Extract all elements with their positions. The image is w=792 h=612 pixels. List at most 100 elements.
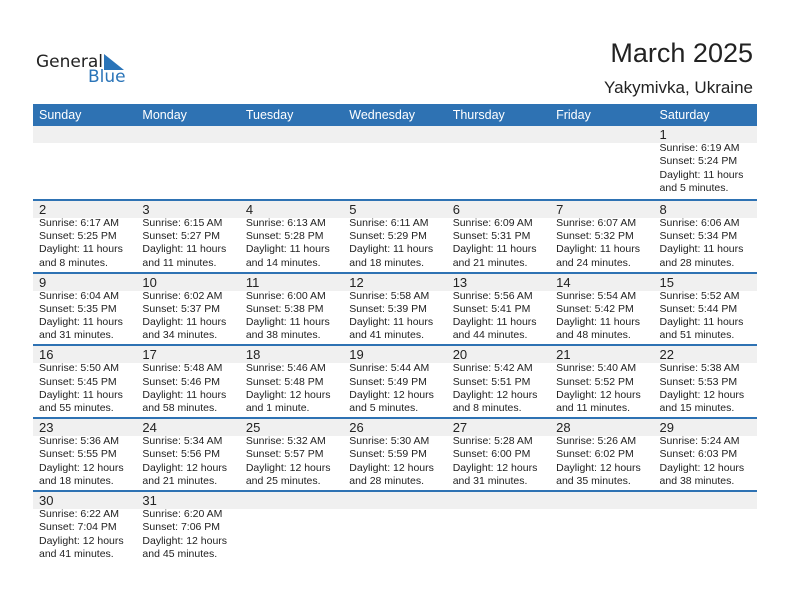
daylight-minutes-text: and 48 minutes. [556,329,631,342]
sunrise-text: Sunrise: 6:19 AM [659,142,740,154]
daylight-text: Daylight: 11 hours [452,316,537,329]
day-cell: 16 Sunrise: 5:50 AM Sunset: 5:45 PM Dayligh… [33,346,136,417]
daylight-minutes-text: and 25 minutes. [245,475,321,488]
sunset-text: Sunset: 5:39 PM [349,302,427,315]
day-cell: 9 Sunrise: 6:04 AM Sunset: 5:35 PM Daylight… [33,274,136,345]
day-cell: 8 Sunrise: 6:06 AM Sunset: 5:34 PM Daylight… [654,201,757,272]
day-cell: 17 Sunrise: 5:48 AM Sunset: 5:46 PM Dayligh… [136,346,239,417]
daylight-minutes-text: and 51 minutes. [659,329,735,342]
day-number: 13 [452,274,468,290]
daylight-text: Daylight: 11 hours [142,388,227,401]
sunset-text: Sunset: 6:02 PM [556,448,634,461]
sunrise-text: Sunrise: 6:06 AM [659,216,740,229]
day-cell: 25 Sunrise: 5:32 AM Sunset: 5:57 PM Dayligh… [240,419,343,490]
daylight-minutes-text: and 35 minutes. [556,475,631,488]
daylight-text: Daylight: 12 hours [349,461,434,474]
daylight-text: Daylight: 11 hours [349,243,434,256]
sunset-text: Sunset: 6:03 PM [659,448,738,461]
sunset-text: Sunset: 5:34 PM [659,230,738,243]
date-band [33,126,757,143]
daylight-text: Daylight: 12 hours [39,534,124,547]
daylight-text: Daylight: 11 hours [142,243,227,256]
daylight-text: Daylight: 12 hours [452,388,538,401]
day-cell: 12 Sunrise: 5:58 AM Sunset: 5:39 PM Dayligh… [343,274,446,345]
day-number: 14 [556,274,571,290]
day-number: 10 [142,274,157,290]
daylight-text: Daylight: 11 hours [659,168,744,181]
empty-cell [447,492,550,563]
daylight-minutes-text: and 5 minutes. [349,402,419,415]
sunset-text: Sunset: 7:06 PM [142,521,221,534]
day-cell: 30 Sunrise: 6:22 AM Sunset: 7:04 PM Dayligh… [33,492,136,563]
daylight-minutes-text: and 58 minutes. [142,402,218,415]
daylight-minutes-text: and 44 minutes. [452,329,528,342]
daylight-text: Daylight: 12 hours [39,461,124,474]
day-cell: 11 Sunrise: 6:00 AM Sunset: 5:38 PM Dayligh… [240,274,343,345]
daylight-text: Daylight: 11 hours [556,316,640,329]
sunset-text: Sunset: 5:51 PM [452,375,531,388]
daylight-minutes-text: and 18 minutes. [39,475,114,488]
day-cell: 22 Sunrise: 5:38 AM Sunset: 5:53 PM Dayligh… [654,346,757,417]
day-cell: 19 Sunrise: 5:44 AM Sunset: 5:49 PM Dayligh… [343,346,446,417]
week-row: 30 Sunrise: 6:22 AM Sunset: 7:04 PM Dayligh… [33,489,757,563]
day-cell: 29 Sunrise: 5:24 AM Sunset: 6:03 PM Dayligh… [654,419,757,490]
day-cell: 23 Sunrise: 5:36 AM Sunset: 5:55 PM Dayligh… [33,419,136,490]
sunrise-text: Sunrise: 5:54 AM [556,289,637,302]
sunset-text: Sunset: 5:44 PM [659,302,738,315]
sunset-text: Sunset: 5:41 PM [452,302,531,315]
daylight-text: Daylight: 12 hours [142,461,228,474]
sunrise-text: Sunrise: 6:22 AM [39,507,119,520]
day-number: 26 [349,420,364,436]
sunset-text: Sunset: 5:55 PM [39,448,117,461]
daylight-minutes-text: and 21 minutes. [452,256,528,269]
day-number: 7 [556,201,564,217]
day-cell: 31 Sunrise: 6:20 AM Sunset: 7:06 PM Dayligh… [136,492,239,563]
calendar: Sunday Monday Tuesday Wednesday Thursday Frid… [33,104,757,563]
day-number: 25 [245,420,261,436]
daylight-text: Daylight: 11 hours [39,388,123,401]
daylight-text: Daylight: 12 hours [452,461,538,474]
daylight-minutes-text: and 28 minutes. [349,475,424,488]
empty-cell [447,126,550,199]
day-number: 18 [245,347,261,363]
sunset-text: Sunset: 5:24 PM [659,155,738,168]
daylight-minutes-text: and 8 minutes. [39,256,108,269]
weekday-tuesday: Tuesday [245,108,294,122]
daylight-text: Daylight: 12 hours [659,461,745,474]
logo-text-general: General [36,52,103,72]
logo-triangle-icon [104,54,124,70]
daylight-minutes-text: and 38 minutes. [245,329,321,342]
sunrise-text: Sunrise: 5:58 AM [349,289,430,302]
daylight-minutes-text: and 41 minutes. [349,329,424,342]
daylight-minutes-text: and 21 minutes. [142,475,218,488]
day-cell: 5 Sunrise: 6:11 AM Sunset: 5:29 PM Daylight… [343,201,446,272]
daylight-minutes-text: and 24 minutes. [556,256,631,269]
sunset-text: Sunset: 5:59 PM [349,448,427,461]
day-number: 3 [142,201,150,217]
week-row: 1 Sunrise: 6:19 AM Sunset: 5:24 PM Daylight… [33,126,757,199]
day-number: 11 [245,274,260,290]
sunrise-text: Sunrise: 5:42 AM [452,362,533,375]
day-number: 30 [39,492,54,508]
day-cell: 6 Sunrise: 6:09 AM Sunset: 5:31 PM Daylight… [447,201,550,272]
empty-cell [550,492,653,563]
sunrise-text: Sunrise: 6:00 AM [245,289,326,302]
daylight-text: Daylight: 12 hours [349,388,434,401]
daylight-text: Daylight: 11 hours [39,243,123,256]
day-number: 21 [556,347,571,363]
day-number: 16 [39,347,54,363]
day-cell: 3 Sunrise: 6:15 AM Sunset: 5:27 PM Daylight… [136,201,239,272]
sunrise-text: Sunrise: 6:09 AM [452,216,533,229]
day-cell: 2 Sunrise: 6:17 AM Sunset: 5:25 PM Daylight… [33,201,136,272]
sunset-text: Sunset: 5:56 PM [142,448,221,461]
sunset-text: Sunset: 5:31 PM [452,230,531,243]
sunset-text: Sunset: 5:42 PM [556,302,634,315]
sunrise-text: Sunrise: 6:04 AM [39,289,119,302]
sunrise-text: Sunrise: 5:44 AM [349,362,430,375]
sunrise-text: Sunrise: 5:46 AM [245,362,326,375]
day-number: 19 [349,347,364,363]
day-number: 12 [349,274,364,290]
sunset-text: Sunset: 5:49 PM [349,375,427,388]
day-number: 6 [452,201,460,217]
day-number: 1 [659,127,667,142]
